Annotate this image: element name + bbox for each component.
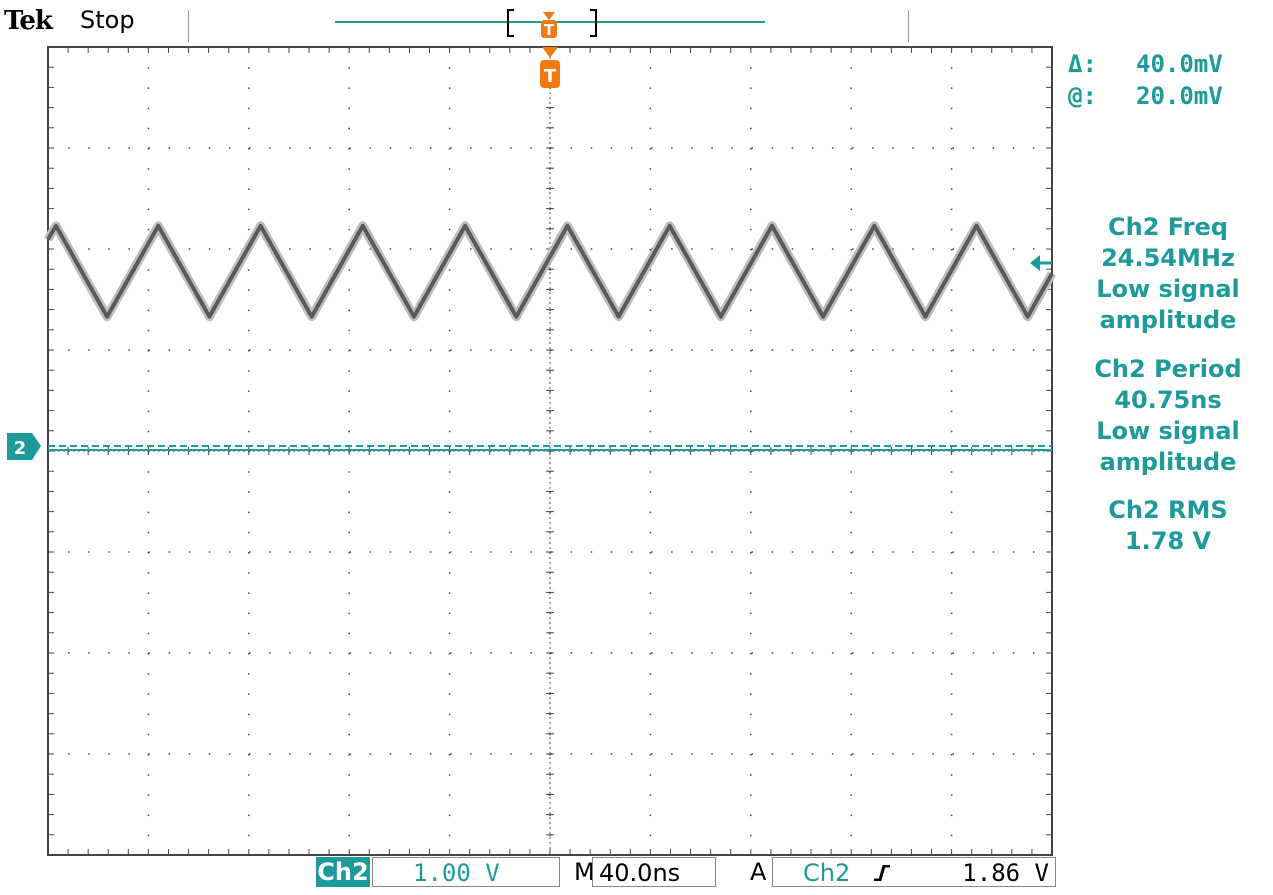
trigger-mode: A (750, 858, 767, 886)
trigger-level: 1.86 V (962, 859, 1049, 887)
measurement-period: Ch2 Period 40.75ns Low signal amplitude (1068, 354, 1268, 478)
measurement-note: amplitude (1099, 306, 1237, 334)
trigger-marker-label: T (544, 66, 557, 87)
measurement-note: Low signal (1096, 417, 1240, 445)
measurement-rms: Ch2 RMS 1.78 V (1068, 495, 1268, 557)
brand-logo: Tek (4, 6, 53, 36)
measurement-value: 1.78 V (1124, 527, 1212, 555)
cursor-delta-value: 40.0mV (1136, 50, 1223, 78)
channel-2-badge[interactable]: Ch2 (316, 857, 370, 887)
measurement-value: 24.54MHz (1101, 244, 1235, 272)
trigger-settings[interactable]: Ch2 1.86 V (772, 857, 1056, 887)
measurement-freq: Ch2 Freq 24.54MHz Low signal amplitude (1068, 212, 1268, 336)
cursor-delta-label: Δ: (1068, 50, 1097, 78)
cursor-position-value: 20.0mV (1136, 82, 1223, 110)
trigger-level-arrow-icon (1030, 255, 1052, 271)
header-divider (908, 10, 909, 42)
record-trigger-marker: T (541, 12, 557, 39)
record-position-bar: T (335, 9, 765, 39)
volts-per-div[interactable]: 1.00 V (372, 857, 560, 887)
measurement-note: Low signal (1096, 275, 1240, 303)
timebase-prefix: M (574, 858, 595, 886)
measurement-value: 40.75ns (1114, 386, 1222, 414)
measurement-title: Ch2 RMS (1108, 496, 1228, 524)
trigger-position-marker: T (540, 47, 560, 88)
record-marker-label: T (544, 21, 555, 39)
measurement-title: Ch2 Period (1094, 355, 1242, 383)
measurement-title: Ch2 Freq (1108, 213, 1228, 241)
measurement-note: amplitude (1099, 448, 1237, 476)
timebase[interactable]: 40.0ns (592, 857, 716, 887)
header-divider (188, 10, 189, 42)
rising-edge-icon (874, 865, 890, 881)
channel-2-ground-marker: 2 (7, 433, 41, 460)
acquisition-status: Stop (80, 6, 135, 34)
cursor-position-label: @: (1068, 82, 1097, 110)
channel-2-waveform (44, 221, 1056, 322)
channel-marker-label: 2 (14, 438, 27, 459)
trigger-source: Ch2 (803, 859, 851, 887)
